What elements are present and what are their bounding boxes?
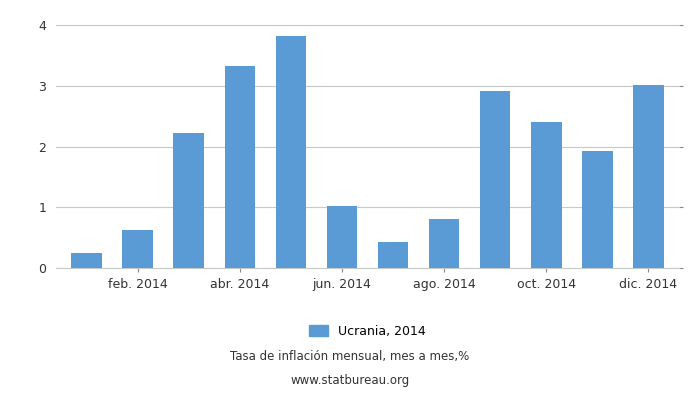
Bar xyxy=(429,219,459,268)
Bar xyxy=(225,66,256,268)
Bar xyxy=(582,151,612,268)
Bar xyxy=(378,242,408,268)
Bar xyxy=(633,85,664,268)
Text: Tasa de inflación mensual, mes a mes,%: Tasa de inflación mensual, mes a mes,% xyxy=(230,350,470,363)
Bar xyxy=(71,253,102,268)
Text: www.statbureau.org: www.statbureau.org xyxy=(290,374,410,387)
Bar xyxy=(276,36,306,268)
Bar xyxy=(327,206,357,268)
Bar xyxy=(480,91,510,268)
Bar xyxy=(531,122,561,268)
Legend: Ucrania, 2014: Ucrania, 2014 xyxy=(304,320,430,343)
Bar xyxy=(174,133,204,268)
Bar xyxy=(122,230,153,268)
